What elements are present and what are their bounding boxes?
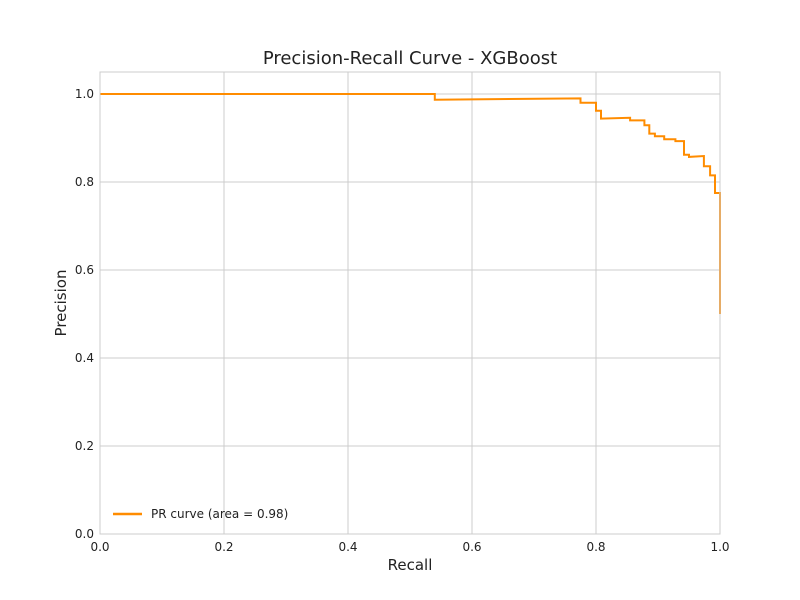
y-tick-label: 1.0 — [75, 87, 94, 101]
y-axis-label: Precision — [52, 270, 70, 337]
pr-curve-line — [100, 93, 721, 314]
y-tick-label: 0.8 — [75, 175, 94, 189]
series-layer — [100, 93, 721, 314]
legend: PR curve (area = 0.98) — [113, 507, 288, 521]
legend-label: PR curve (area = 0.98) — [151, 507, 288, 521]
chart-title: Precision-Recall Curve - XGBoost — [263, 48, 557, 69]
x-tick-label: 1.0 — [710, 540, 729, 554]
x-tick-label: 0.2 — [214, 540, 233, 554]
y-tick-label: 0.2 — [75, 439, 94, 453]
y-tick-label: 0.4 — [75, 351, 94, 365]
y-tick-label: 0.0 — [75, 527, 94, 541]
x-tick-label: 0.0 — [90, 540, 109, 554]
x-tick-label: 0.6 — [462, 540, 481, 554]
tick-labels: 0.0 0.2 0.4 0.6 0.8 1.0 0.0 0.2 0.4 0.6 0.8 1.0 — [75, 87, 730, 554]
y-tick-label: 0.6 — [75, 263, 94, 277]
x-tick-label: 0.4 — [338, 540, 357, 554]
x-tick-label: 0.8 — [586, 540, 605, 554]
plot-frame — [99, 71, 721, 535]
x-axis-label: Recall — [388, 556, 433, 574]
